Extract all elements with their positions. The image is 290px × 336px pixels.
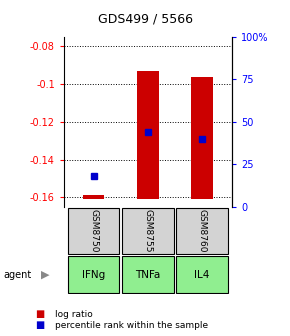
Text: IL4: IL4 xyxy=(195,270,210,280)
Bar xyxy=(122,208,174,254)
Bar xyxy=(176,256,228,293)
Bar xyxy=(68,256,119,293)
Text: GSM8760: GSM8760 xyxy=(198,209,207,253)
Text: ▶: ▶ xyxy=(41,270,49,280)
Text: agent: agent xyxy=(3,270,31,280)
Bar xyxy=(191,77,213,199)
Bar xyxy=(83,195,104,199)
Text: GSM8755: GSM8755 xyxy=(143,209,153,253)
Text: IFNg: IFNg xyxy=(82,270,105,280)
Text: TNFa: TNFa xyxy=(135,270,161,280)
Text: GSM8750: GSM8750 xyxy=(89,209,98,253)
Bar xyxy=(68,208,119,254)
Text: log ratio: log ratio xyxy=(55,310,93,319)
Text: percentile rank within the sample: percentile rank within the sample xyxy=(55,321,208,330)
Text: GDS499 / 5566: GDS499 / 5566 xyxy=(97,12,193,25)
Bar xyxy=(137,71,159,199)
Text: ■: ■ xyxy=(35,309,44,319)
Bar xyxy=(122,256,174,293)
Bar xyxy=(176,208,228,254)
Text: ■: ■ xyxy=(35,320,44,330)
